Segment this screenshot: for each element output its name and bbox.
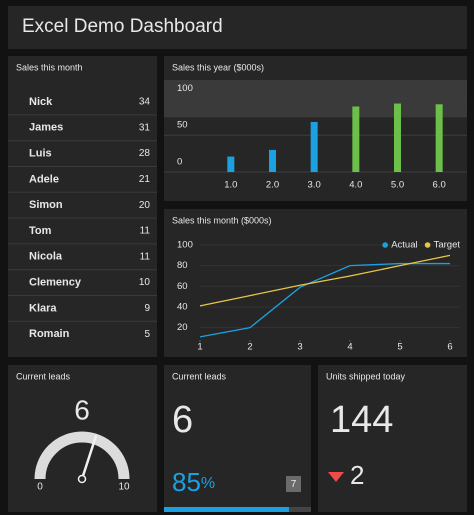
x-tick-label: 2 [247, 342, 252, 353]
gauge-value: 6 [74, 394, 90, 425]
row-value: 5 [144, 329, 150, 340]
progress-fill [164, 507, 289, 512]
panel-title: Units shipped today [326, 371, 406, 381]
kpi-value: 144 [330, 399, 393, 441]
row-value: 21 [139, 174, 151, 185]
y-tick-label: 50 [177, 120, 188, 131]
badge-value: 7 [291, 479, 297, 490]
row-name: Nicola [29, 251, 63, 263]
x-tick-label: 5 [397, 342, 402, 353]
row-name: James [29, 122, 63, 134]
bar [269, 149, 276, 172]
units-panel [318, 365, 467, 512]
row-value: 11 [140, 226, 151, 237]
x-tick-label: 2.0 [266, 180, 279, 191]
kpi-value: 6 [172, 399, 193, 441]
y-tick-label: 0 [177, 157, 182, 168]
change-arrow [328, 472, 344, 482]
row-name: Clemency [29, 277, 82, 289]
percent-unit: % [201, 475, 215, 492]
x-tick-label: 4.0 [349, 180, 362, 191]
row-value: 9 [144, 303, 150, 314]
table-panel [8, 56, 157, 357]
gauge-hub [77, 474, 87, 484]
panel-title: Current leads [172, 371, 227, 381]
row-value: 10 [139, 277, 151, 288]
row-name: Nick [29, 96, 53, 108]
y-tick-label: 60 [177, 281, 188, 292]
x-tick-label: 6 [447, 342, 452, 353]
y-tick-label: 100 [177, 240, 193, 251]
row-name: Klara [29, 302, 57, 314]
row-name: Romain [29, 328, 70, 340]
x-tick-label: 5.0 [391, 180, 404, 191]
panel-title: Sales this month [16, 62, 83, 72]
x-tick-label: 1 [197, 342, 202, 353]
row-value: 31 [139, 122, 151, 133]
x-tick-label: 3 [297, 342, 302, 353]
bar [435, 104, 443, 172]
x-tick-label: 3.0 [308, 180, 321, 191]
bar [352, 106, 360, 172]
row-name: Simon [29, 199, 63, 211]
gauge-max: 10 [118, 482, 130, 493]
legend-label: Target [434, 240, 461, 251]
legend-swatch [382, 242, 388, 248]
panel-title: Current leads [16, 371, 71, 381]
bar [310, 121, 318, 172]
gauge-needle [80, 434, 98, 480]
change-value: 2 [350, 460, 364, 490]
legend-swatch [424, 242, 431, 248]
row-name: Tom [29, 225, 52, 237]
bar [227, 156, 235, 172]
percent: 85% [172, 467, 215, 497]
row-name: Adele [29, 173, 59, 185]
row-value: 28 [139, 148, 151, 159]
row-name: Luis [29, 148, 52, 160]
header-panel [8, 6, 467, 49]
y-tick-label: 80 [177, 260, 188, 271]
badge [286, 476, 301, 492]
legend-label: Actual [391, 240, 417, 251]
x-tick-label: 1.0 [224, 180, 237, 191]
y-tick-label: 20 [177, 322, 188, 333]
row-value: 20 [139, 200, 151, 211]
gauge-arc [34, 431, 130, 480]
row-value: 34 [139, 97, 151, 108]
x-tick-label: 4 [347, 342, 352, 353]
panel-title: Sales this year ($000s) [172, 62, 264, 72]
x-tick-label: 6.0 [433, 180, 446, 191]
series-line [199, 254, 451, 307]
page-title: Excel Demo Dashboard [22, 16, 223, 37]
row-value: 11 [140, 251, 151, 262]
percent-value: 85 [172, 467, 201, 497]
panel-title: Sales this month ($000s) [172, 215, 272, 225]
gauge-min: 0 [37, 482, 43, 493]
y-tick-label: 40 [177, 301, 188, 312]
y-tick-label: 100 [177, 83, 193, 94]
bar [394, 103, 401, 172]
